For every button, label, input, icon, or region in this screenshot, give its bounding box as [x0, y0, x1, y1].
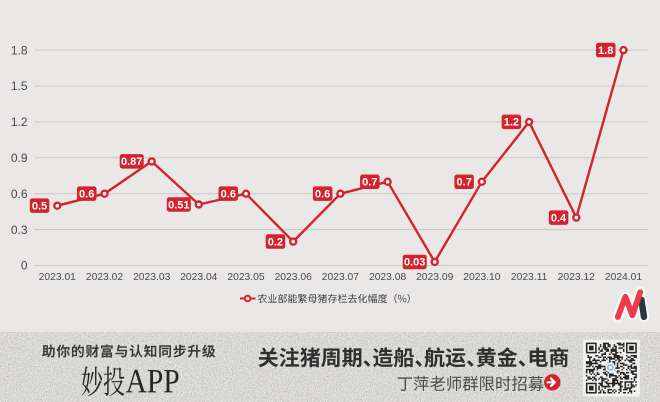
svg-text:2023.02: 2023.02 [86, 272, 123, 283]
svg-text:0.6: 0.6 [11, 187, 28, 201]
svg-text:0.51: 0.51 [168, 199, 189, 211]
svg-text:1.2: 1.2 [11, 115, 28, 129]
svg-text:0.3: 0.3 [11, 223, 28, 237]
svg-text:0.5: 0.5 [32, 201, 47, 213]
svg-text:2023.06: 2023.06 [275, 272, 312, 283]
svg-text:1.8: 1.8 [598, 45, 613, 57]
svg-text:2023.08: 2023.08 [369, 272, 406, 283]
svg-text:0.9: 0.9 [11, 151, 28, 165]
svg-text:1.8: 1.8 [11, 43, 28, 57]
svg-text:0.6: 0.6 [79, 189, 94, 201]
svg-text:2023.04: 2023.04 [180, 272, 217, 283]
svg-text:1.5: 1.5 [11, 79, 28, 93]
svg-text:0.4: 0.4 [551, 212, 567, 224]
svg-text:0.87: 0.87 [121, 156, 142, 168]
svg-text:2023.09: 2023.09 [416, 272, 453, 283]
svg-text:0: 0 [21, 259, 28, 273]
svg-text:2023.07: 2023.07 [322, 272, 359, 283]
svg-text:0.6: 0.6 [315, 189, 330, 201]
svg-text:2023.11: 2023.11 [511, 272, 548, 283]
svg-text:0.7: 0.7 [362, 177, 377, 189]
svg-text:2023.12: 2023.12 [558, 272, 595, 283]
svg-text:2023.03: 2023.03 [133, 272, 170, 283]
svg-text:0.03: 0.03 [404, 257, 425, 269]
svg-text:2024.01: 2024.01 [605, 272, 642, 283]
svg-text:2023.01: 2023.01 [39, 272, 76, 283]
svg-text:0.6: 0.6 [221, 189, 236, 201]
svg-text:0.7: 0.7 [457, 177, 472, 189]
svg-text:2023.05: 2023.05 [227, 272, 264, 283]
svg-text:1.2: 1.2 [504, 117, 519, 129]
svg-text:2023.10: 2023.10 [463, 272, 500, 283]
svg-text:0.2: 0.2 [268, 236, 283, 248]
